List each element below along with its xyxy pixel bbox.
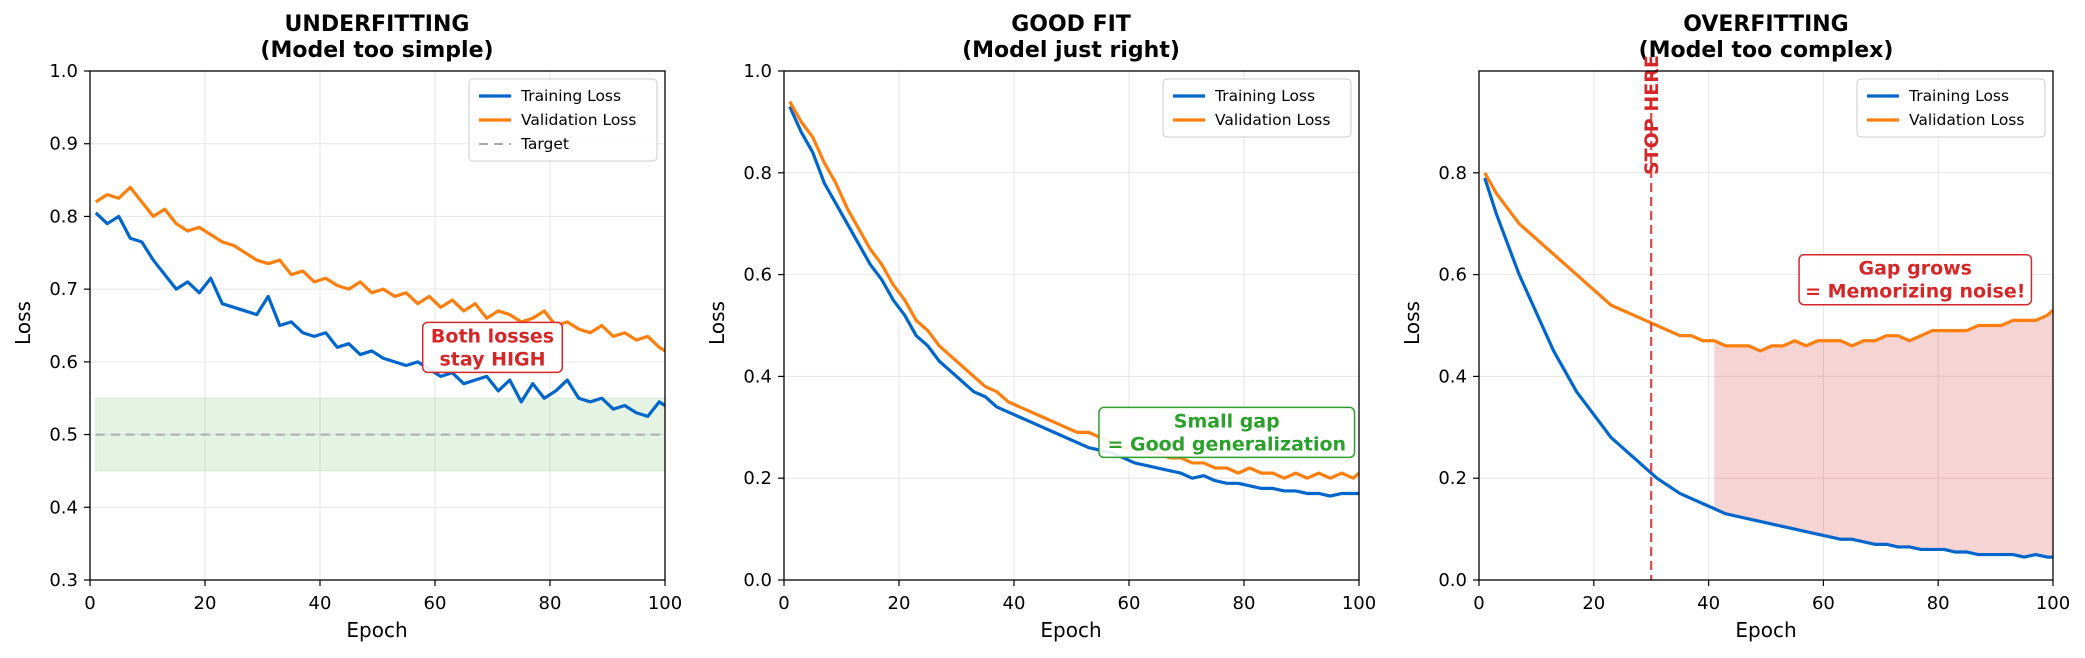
y-tick-label: 0.6 <box>743 265 772 286</box>
legend-box <box>1162 78 1352 138</box>
panel-overfitting: OVERFITTING (Model too complex) STOP HER… <box>1400 12 2070 642</box>
y-axis-label: Loss <box>705 301 729 345</box>
legend-label: Training Loss <box>1214 87 1315 105</box>
y-axis-label: Loss <box>11 301 35 345</box>
panel-underfitting: UNDERFITTING (Model too simple) 0 20 40 60 8… <box>11 12 682 642</box>
series-line-training-loss <box>788 105 1359 498</box>
panel-title: GOOD FIT <box>1011 12 1131 37</box>
x-axis-label: Epoch <box>1735 618 1796 642</box>
x-tick-label: 80 <box>1927 593 1950 614</box>
series-line-training-loss <box>94 211 665 418</box>
legend-label: Training Loss <box>520 87 621 105</box>
series-line-validation-loss <box>1483 172 2053 353</box>
panel-subtitle: (Model just right) <box>962 38 1180 63</box>
x-tick-label: 100 <box>2036 593 2070 614</box>
stop-line-label: STOP HERE <box>1641 55 1663 175</box>
x-tick-label: 100 <box>648 593 682 614</box>
panel-subtitle: (Model too simple) <box>260 38 493 63</box>
y-tick-label: 0.0 <box>743 570 772 591</box>
annotation: Small gap= Good generalization <box>1098 406 1356 459</box>
legend-label: Training Loss <box>1908 87 2009 105</box>
annotation-text: Small gap <box>1174 410 1280 432</box>
x-tick-label: 20 <box>194 593 217 614</box>
y-tick-label: 0.8 <box>49 206 78 227</box>
gap-fill-area <box>1714 310 2053 558</box>
legend-label: Validation Loss <box>521 111 636 129</box>
plot-series-group <box>1483 172 2053 559</box>
x-tick-label: 40 <box>1003 593 1026 614</box>
x-tick-label: 0 <box>1473 593 1484 614</box>
y-tick-label: 0.9 <box>49 134 78 155</box>
annotation-text: Gap grows <box>1858 258 1972 280</box>
axes-frame <box>1478 70 2054 581</box>
legend-label: Target <box>520 135 569 153</box>
x-tick-label: 100 <box>1342 593 1376 614</box>
y-tick-label: 0.4 <box>49 497 78 518</box>
x-tick-label: 80 <box>1233 593 1256 614</box>
x-tick-label: 80 <box>539 593 562 614</box>
y-tick-label: 0.4 <box>1438 366 1467 387</box>
legend: Training Loss Validation Loss <box>1856 78 2046 138</box>
y-tick-label: 0.6 <box>49 352 78 373</box>
annotation-text: = Good generalization <box>1107 433 1346 455</box>
x-tick-label: 60 <box>1812 593 1835 614</box>
plot-series-group <box>788 100 1359 498</box>
x-tick-label: 40 <box>309 593 332 614</box>
y-tick-label: 0.8 <box>1438 163 1467 184</box>
panel-good-fit: GOOD FIT (Model just right) 0 20 40 60 80 100… <box>705 12 1376 642</box>
legend-label: Validation Loss <box>1215 111 1330 129</box>
x-axis-label: Epoch <box>346 618 407 642</box>
plot-area: STOP HERE 0 20 40 60 80 100 0.0 0.2 0.4 0.6 0.8 Trai… <box>1438 55 2070 614</box>
panel-subtitle: (Model too complex) <box>1639 38 1894 63</box>
y-tick-label: 0.5 <box>49 425 78 446</box>
series-line-training-loss <box>1483 177 2053 559</box>
annotation: Gap grows= Memorizing noise! <box>1798 253 2033 306</box>
y-tick-label: 0.7 <box>49 279 78 300</box>
y-tick-label: 0.4 <box>743 366 772 387</box>
annotation-box <box>1798 253 2033 306</box>
legend: Training Loss Validation Loss <box>1162 78 1352 138</box>
x-tick-label: 0 <box>778 593 789 614</box>
x-tick-label: 20 <box>888 593 911 614</box>
plot-area: 0 20 40 60 80 100 0.3 0.4 0.5 0.6 0.7 0.8 0.9 1.0 Trai… <box>49 61 682 614</box>
y-tick-label: 0.8 <box>743 163 772 184</box>
y-tick-label: 0.0 <box>1438 570 1467 591</box>
axes-frame <box>89 70 666 581</box>
legend-label: Validation Loss <box>1909 111 2024 129</box>
x-axis-label: Epoch <box>1040 618 1101 642</box>
x-tick-label: 40 <box>1697 593 1720 614</box>
y-tick-label: 0.2 <box>1438 468 1467 489</box>
y-tick-label: 0.3 <box>49 570 78 591</box>
plot-area: 0 20 40 60 80 100 0.0 0.2 0.4 0.6 0.8 1.0 Training L… <box>743 61 1376 614</box>
legend-box <box>1856 78 2046 138</box>
panel-title: UNDERFITTING <box>285 12 470 37</box>
axes-frame <box>783 70 1360 581</box>
y-tick-label: 0.6 <box>1438 265 1467 286</box>
annotation-box <box>1098 406 1356 459</box>
x-tick-label: 0 <box>84 593 95 614</box>
x-tick-label: 20 <box>1582 593 1605 614</box>
plot-series-group <box>94 185 665 472</box>
annotation-text: Both losses <box>431 325 554 347</box>
annotation-text: stay HIGH <box>439 348 545 370</box>
annotation-box <box>421 321 564 374</box>
y-tick-label: 1.0 <box>49 61 78 82</box>
series-line-validation-loss <box>788 100 1359 480</box>
x-tick-label: 60 <box>424 593 447 614</box>
y-tick-label: 1.0 <box>743 61 772 82</box>
legend-box <box>468 78 658 162</box>
y-tick-label: 0.2 <box>743 468 772 489</box>
legend: Training Loss Validation Loss Target <box>468 78 658 162</box>
panel-title: OVERFITTING <box>1683 12 1849 37</box>
annotation-text: = Memorizing noise! <box>1805 281 2025 303</box>
y-axis-label: Loss <box>1400 301 1424 345</box>
series-line-validation-loss <box>94 185 665 353</box>
x-tick-label: 60 <box>1118 593 1141 614</box>
